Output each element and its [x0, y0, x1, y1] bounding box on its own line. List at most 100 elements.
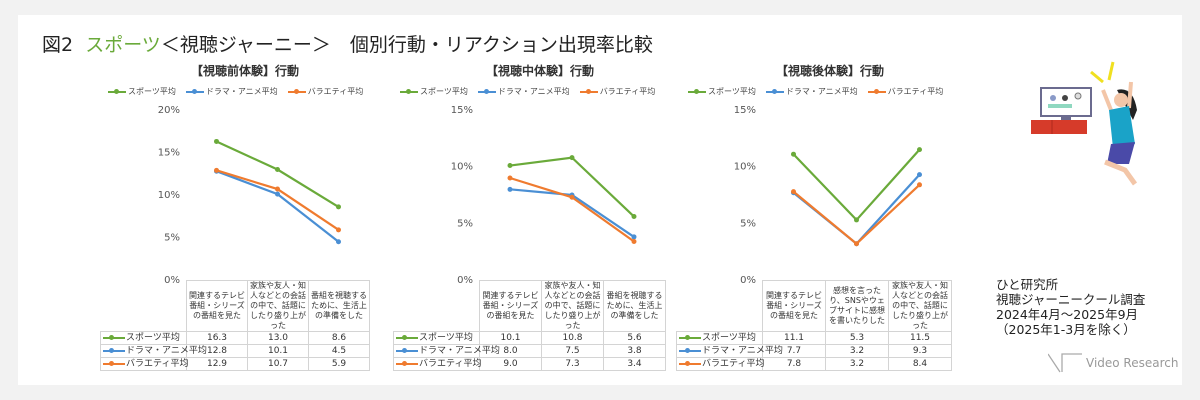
- chart-legend: スポーツ平均 ドラマ・アニメ平均 バラエティ平均: [688, 86, 943, 97]
- legend-item: ドラマ・アニメ平均: [185, 86, 278, 97]
- legend-swatch: [103, 360, 125, 366]
- row-label: ドラマ・アニメ平均: [126, 346, 207, 356]
- chart-legend: スポーツ平均 ドラマ・アニメ平均 バラエティ平均: [400, 86, 655, 97]
- data-point: [336, 227, 341, 233]
- value-cell: 8.4: [888, 357, 952, 371]
- value-cell: 7.8: [762, 357, 826, 371]
- data-point: [275, 186, 280, 192]
- legend-item: バラエティ平均: [579, 86, 655, 97]
- data-point: [917, 182, 922, 188]
- data-point: [275, 191, 280, 197]
- legend-swatch: [396, 334, 418, 340]
- legend-item: スポーツ平均: [688, 86, 756, 97]
- category-header: 番組を視聴するために、生活上の準備をした: [603, 280, 666, 332]
- data-point: [917, 147, 922, 153]
- row-label: バラエティ平均: [126, 359, 189, 369]
- category-header: 関連するテレビ番組・シリーズの番組を見た: [186, 280, 248, 332]
- legend-label: ドラマ・アニメ平均: [497, 87, 570, 96]
- chart-title: 【視聴前体験】行動: [190, 64, 300, 78]
- row-label: バラエティ平均: [702, 359, 765, 369]
- data-point: [569, 155, 575, 161]
- title-rest: ＜視聴ジャーニー＞ 個別行動・リアクション出現率比較: [160, 34, 653, 56]
- category-header: 家族や友人・知人などとの会話の中で、話題にしたり盛り上がった: [541, 280, 604, 332]
- data-point: [569, 194, 575, 200]
- legend-label: ドラマ・アニメ平均: [785, 87, 858, 96]
- legend-swatch: [103, 334, 125, 340]
- row-label-cell: バラエティ平均: [100, 357, 189, 371]
- y-tick-label: 5%: [164, 233, 180, 244]
- row-label-cell: バラエティ平均: [393, 357, 482, 371]
- data-point: [631, 214, 637, 220]
- table-row: スポーツ平均 11.1 5.3 11.5: [676, 331, 952, 345]
- category-header: 関連するテレビ番組・シリーズの番組を見た: [762, 280, 826, 332]
- row-label: ドラマ・アニメ平均: [702, 346, 783, 356]
- row-label: ドラマ・アニメ平均: [419, 346, 500, 356]
- row-label: バラエティ平均: [419, 359, 482, 369]
- y-tick-label: 15%: [158, 148, 180, 159]
- row-label-cell: スポーツ平均: [393, 331, 480, 345]
- legend-label: バラエティ平均: [887, 87, 944, 96]
- category-header: 番組を視聴するために、生活上の準備をした: [308, 280, 370, 332]
- value-cell: 5.9: [308, 357, 370, 371]
- source-line-1: ひと研究所: [996, 277, 1059, 292]
- y-tick-label: 5%: [740, 218, 756, 229]
- chart-title: 【視聴後体験】行動: [775, 64, 885, 78]
- data-point: [336, 239, 341, 245]
- table-corner: [676, 280, 763, 332]
- data-point: [275, 167, 280, 172]
- logo-mark-icon: [1048, 353, 1082, 373]
- legend-swatch: [287, 88, 306, 94]
- value-cell: 11.1: [762, 331, 826, 345]
- legend-label: スポーツ平均: [708, 87, 756, 96]
- title-accent: スポーツ: [85, 34, 161, 56]
- data-point: [854, 241, 859, 247]
- legend-swatch: [679, 347, 701, 353]
- series-line: [792, 183, 921, 246]
- y-tick-label: 5%: [457, 218, 473, 229]
- value-cell: 3.2: [825, 357, 889, 371]
- row-label-cell: バラエティ平均: [676, 357, 765, 371]
- legend-item: スポーツ平均: [108, 86, 176, 97]
- data-point: [507, 186, 513, 192]
- data-point: [631, 234, 637, 240]
- data-point: [214, 138, 219, 144]
- data-table: 関連するテレビ番組・シリーズの番組を見た 感想を言ったり、SNSやウェブサイトに感…: [676, 280, 952, 371]
- legend-swatch: [103, 347, 125, 353]
- legend-swatch: [400, 88, 418, 94]
- data-point: [854, 217, 859, 223]
- source-line-4: （2025年1-3月を除く）: [996, 322, 1136, 337]
- data-point: [214, 167, 219, 173]
- legend-item: バラエティ平均: [867, 86, 944, 97]
- y-tick-label: 15%: [451, 105, 473, 116]
- category-header: 感想を言ったり、SNSやウェブサイトに感想を書いたりした: [825, 280, 889, 332]
- legend-swatch: [867, 88, 886, 94]
- source-line-2: 視聴ジャーニークール調査: [996, 292, 1146, 307]
- y-tick-label: 10%: [451, 162, 473, 173]
- y-tick-label: 20%: [158, 105, 180, 116]
- legend-label: ドラマ・アニメ平均: [205, 87, 278, 96]
- logo-text: Video Research: [1086, 356, 1179, 370]
- legend-swatch: [679, 334, 701, 340]
- data-table: 関連するテレビ番組・シリーズの番組を見た 家族や友人・知人などとの会話の中で、話題…: [393, 280, 666, 371]
- table-row: バラエティ平均 9.0 7.3 3.4: [393, 357, 666, 371]
- table-row: ドラマ・アニメ平均 8.0 7.5 3.8: [393, 344, 666, 358]
- data-point: [791, 189, 796, 195]
- table-row: バラエティ平均 7.8 3.2 8.4: [676, 357, 952, 371]
- y-tick-label: 10%: [158, 190, 180, 201]
- y-tick-label: 10%: [734, 162, 756, 173]
- legend-label: スポーツ平均: [420, 87, 468, 96]
- value-cell: 11.5: [888, 331, 952, 345]
- series-line: [792, 173, 921, 246]
- figure-number: 図2: [42, 34, 74, 56]
- legend-swatch: [396, 360, 418, 366]
- value-cell: 3.4: [603, 357, 666, 371]
- legend-swatch: [396, 347, 418, 353]
- category-header: 家族や友人・知人などとの会話の中で、話題にしたり盛り上がった: [247, 280, 309, 332]
- legend-swatch: [185, 88, 204, 94]
- data-point: [917, 172, 922, 178]
- data-point: [507, 163, 513, 169]
- data-point: [507, 175, 513, 181]
- table-row: スポーツ平均 16.3 13.0 8.6: [100, 331, 370, 345]
- legend-swatch: [579, 88, 598, 94]
